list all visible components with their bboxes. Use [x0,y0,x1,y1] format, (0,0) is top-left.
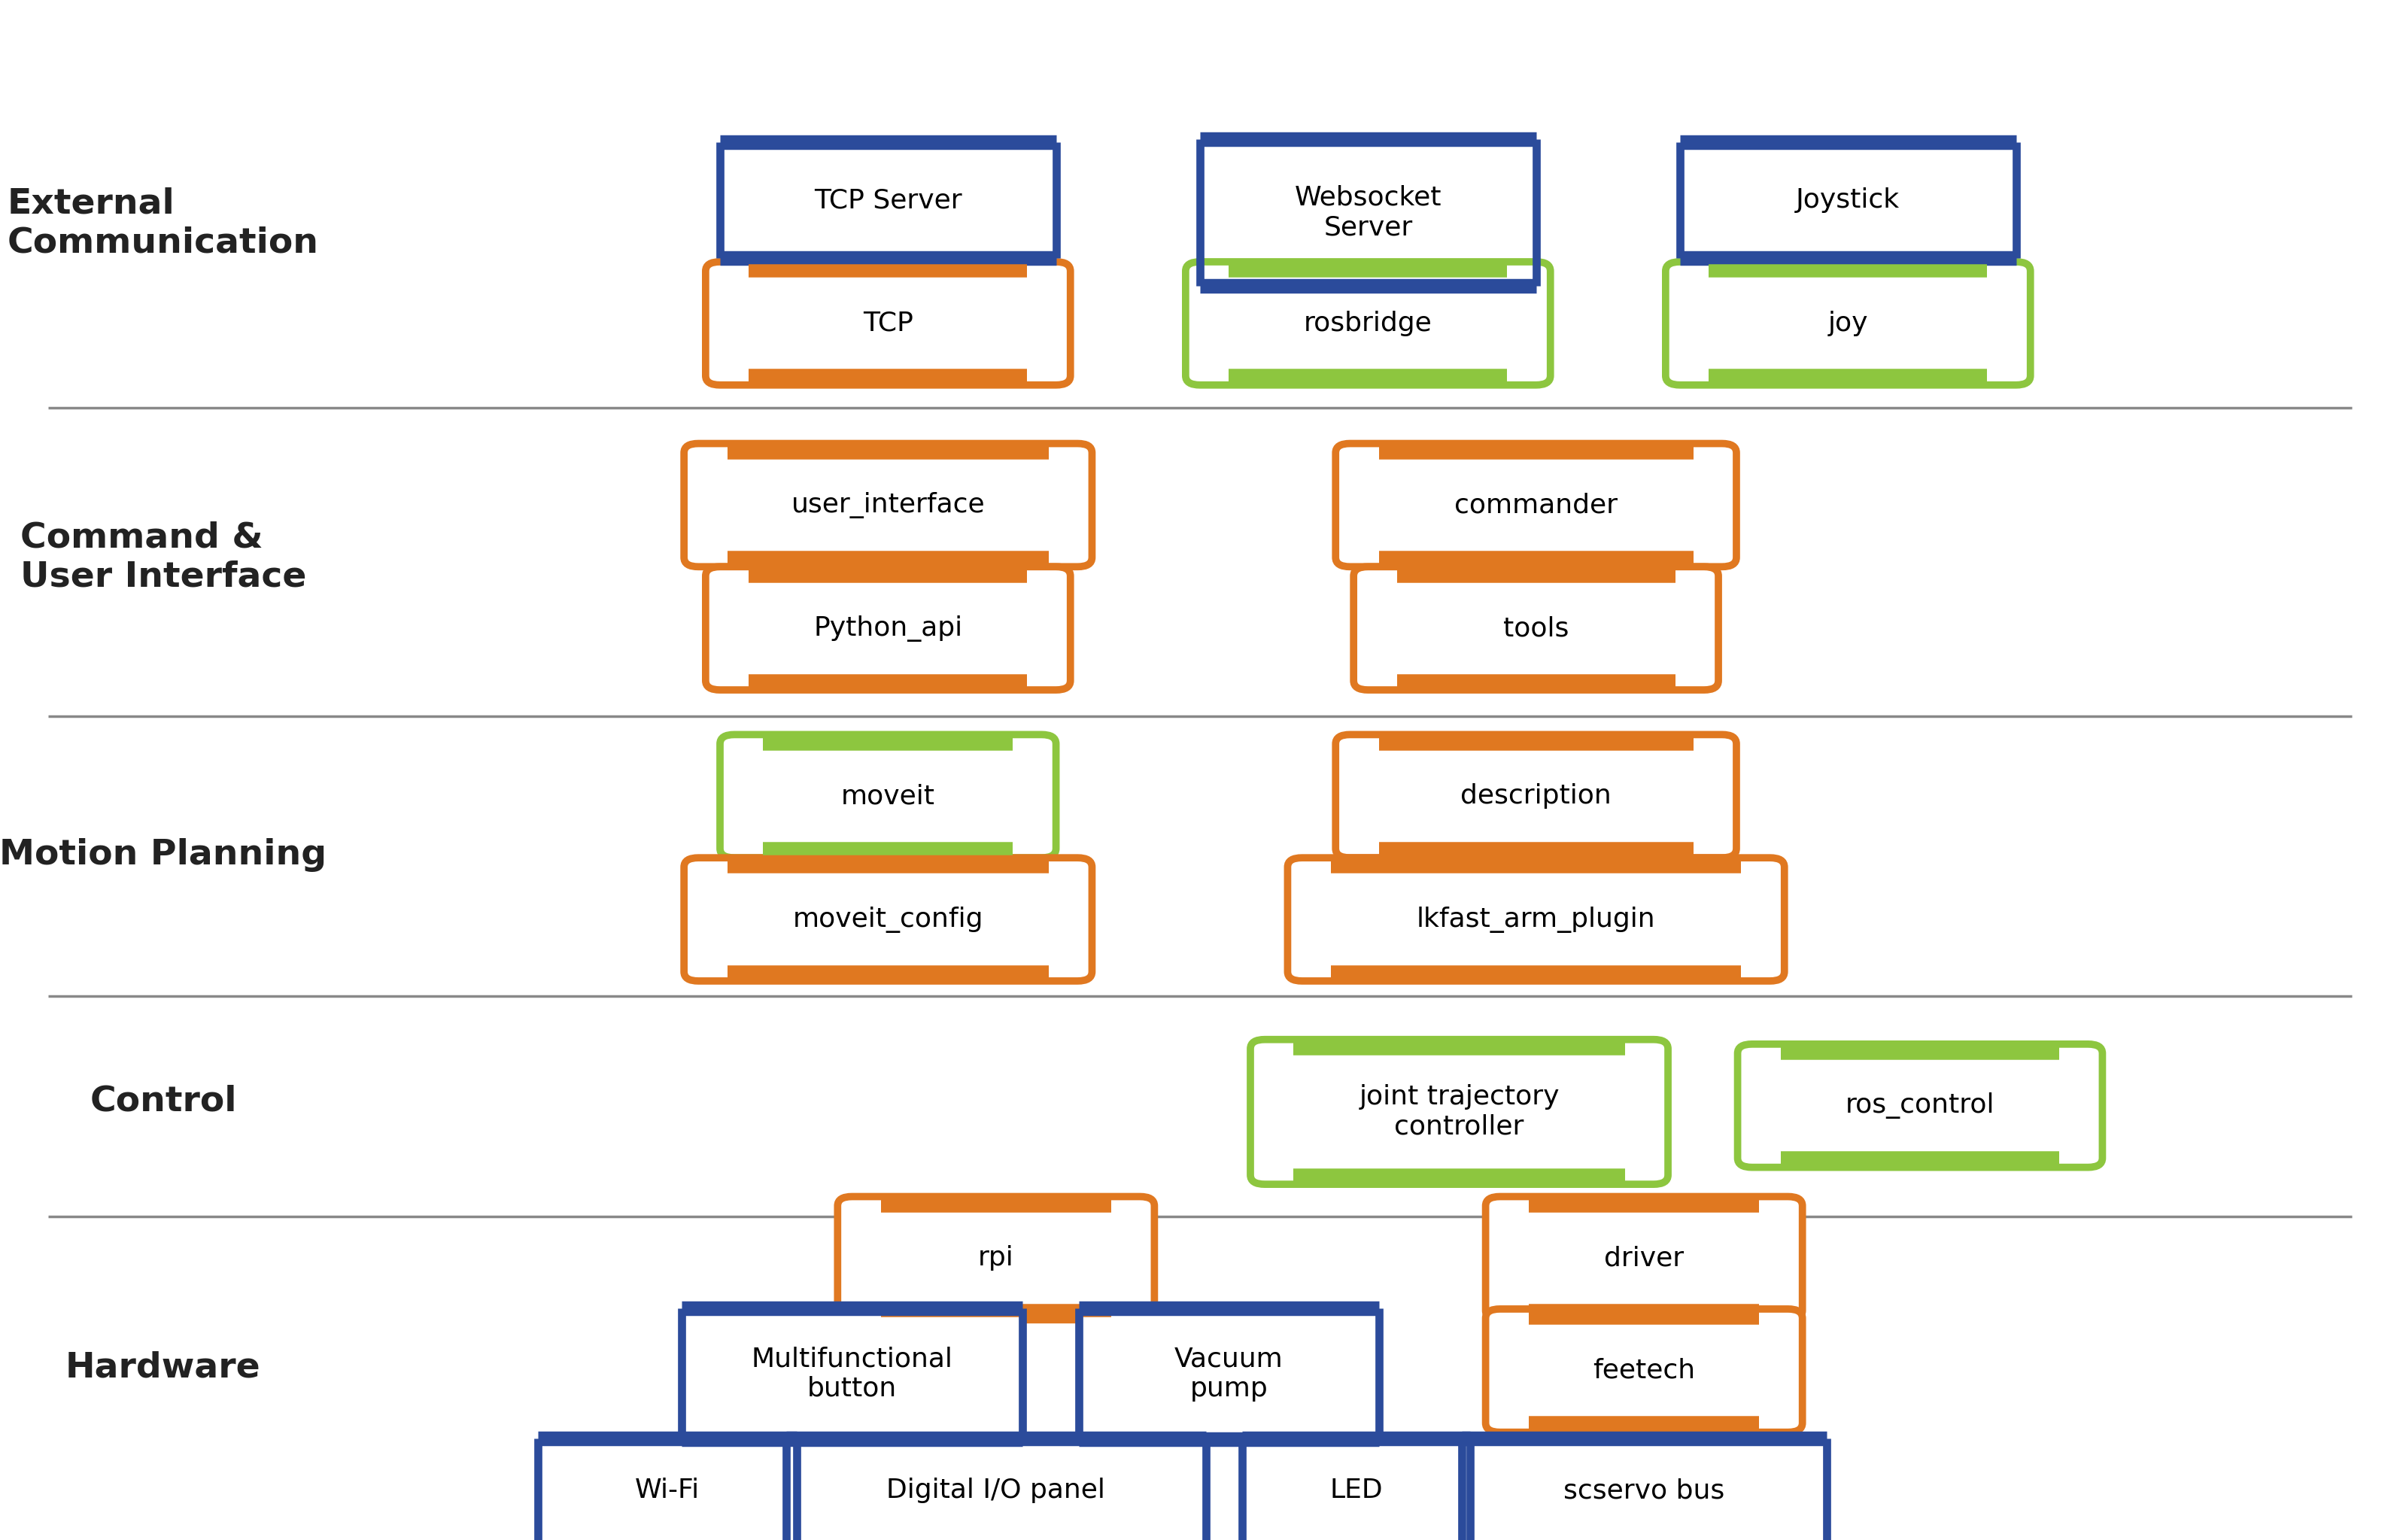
Text: Websocket
Server: Websocket Server [1294,185,1442,240]
Text: moveit_config: moveit_config [792,906,984,933]
Text: LED: LED [1330,1478,1382,1503]
Bar [682,1307,1022,1438]
FancyBboxPatch shape [1666,262,2030,385]
FancyBboxPatch shape [1286,858,1786,981]
FancyBboxPatch shape [706,262,1070,385]
FancyBboxPatch shape [1486,1309,1802,1432]
Bar [1462,1438,1826,1540]
Bar [1200,140,1536,286]
Bar [787,1438,1207,1540]
Text: description: description [1462,784,1610,808]
FancyBboxPatch shape [684,858,1092,981]
Text: External
Communication: External Communication [7,186,319,260]
Bar [1680,143,2016,257]
Text: rpi: rpi [979,1246,1013,1270]
Text: Python_api: Python_api [814,614,962,642]
Text: Multifunctional
button: Multifunctional button [751,1346,953,1401]
Bar [538,1438,797,1540]
Text: commander: commander [1454,493,1618,517]
Text: user_interface: user_interface [792,491,984,519]
Text: TCP Server: TCP Server [814,188,962,213]
Text: rosbridge: rosbridge [1303,311,1433,336]
Text: joint trajectory
controller: joint trajectory controller [1358,1084,1560,1140]
Text: lkfast_arm_plugin: lkfast_arm_plugin [1416,906,1656,933]
FancyBboxPatch shape [1486,1197,1802,1320]
Text: tools: tools [1502,616,1570,641]
FancyBboxPatch shape [706,567,1070,690]
FancyBboxPatch shape [1250,1040,1668,1184]
Text: moveit: moveit [840,784,936,808]
FancyBboxPatch shape [1334,735,1738,858]
Bar [1080,1307,1378,1438]
FancyBboxPatch shape [1354,567,1718,690]
Text: ros_control: ros_control [1846,1092,1994,1120]
FancyBboxPatch shape [720,735,1056,858]
Text: Hardware: Hardware [65,1351,262,1384]
FancyBboxPatch shape [838,1197,1154,1320]
Text: scservo bus: scservo bus [1562,1478,1726,1503]
Text: Command &
User Interface: Command & User Interface [19,521,307,594]
FancyBboxPatch shape [1186,262,1550,385]
Bar [720,143,1056,257]
Text: TCP: TCP [864,311,912,336]
Text: Motion Planning: Motion Planning [0,838,326,872]
Text: Digital I/O panel: Digital I/O panel [886,1478,1106,1503]
Text: feetech: feetech [1594,1358,1694,1383]
FancyBboxPatch shape [684,444,1092,567]
FancyBboxPatch shape [1738,1044,2102,1167]
Text: Wi-Fi: Wi-Fi [636,1478,698,1503]
Text: joy: joy [1829,311,1867,336]
Text: Joystick: Joystick [1795,188,1901,213]
Bar [1243,1438,1469,1540]
Text: driver: driver [1603,1246,1685,1270]
Text: Control: Control [89,1084,238,1118]
Text: Vacuum
pump: Vacuum pump [1174,1346,1284,1401]
FancyBboxPatch shape [1334,444,1738,567]
